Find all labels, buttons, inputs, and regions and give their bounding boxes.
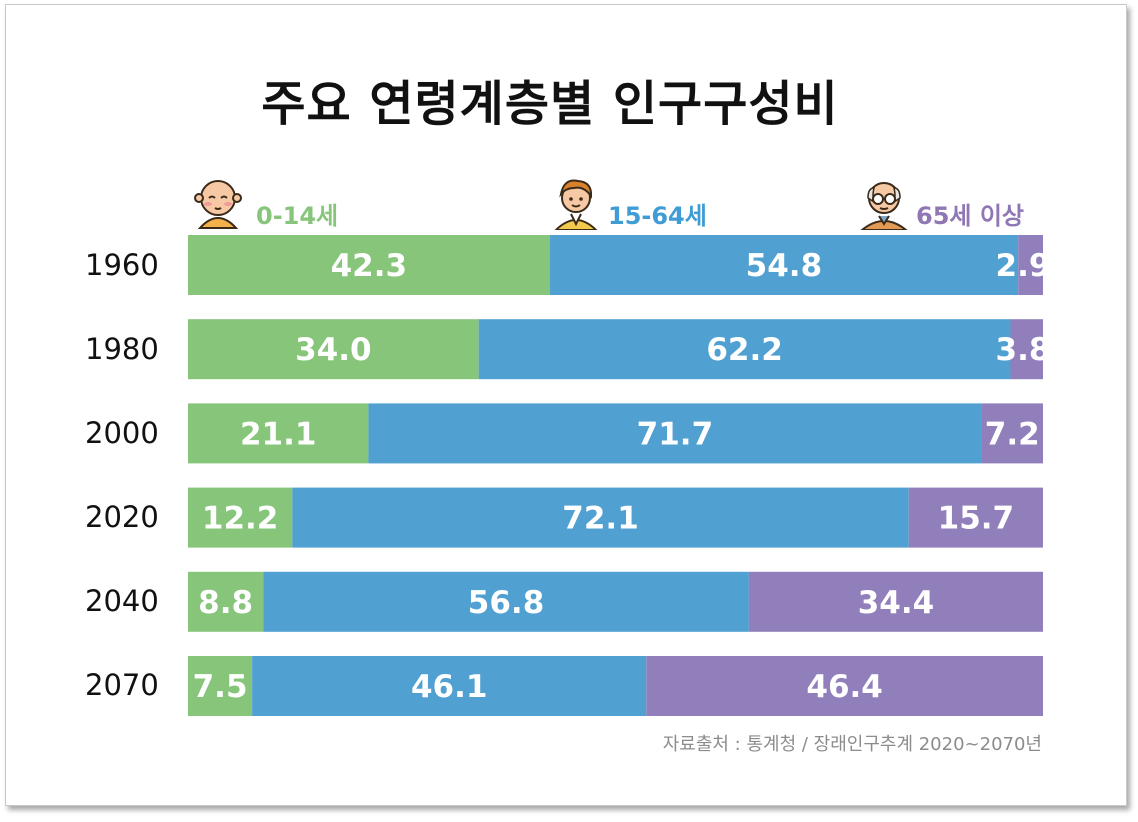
data-label: 72.1 (562, 501, 639, 537)
legend-label-65-plus: 65세 이상 (916, 202, 1024, 230)
bar-segment-0-14 (188, 235, 550, 295)
data-label: 46.1 (411, 669, 488, 705)
year-label: 2000 (85, 416, 159, 450)
data-label: 21.1 (240, 416, 317, 452)
data-label: 8.8 (198, 585, 253, 621)
year-label: 2040 (85, 584, 159, 618)
bar-segment-65-plus (1018, 235, 1043, 295)
legend-label-15-64: 15-64세 (608, 202, 707, 230)
bar-segment-65-plus (981, 403, 1043, 464)
data-label: 46.4 (806, 669, 883, 705)
data-label: 71.7 (637, 416, 714, 452)
data-label: 7.2 (985, 416, 1040, 452)
data-label: 3.8 (996, 332, 1051, 368)
year-label: 1980 (85, 332, 159, 366)
bar-segment-0-14 (188, 656, 253, 716)
adult-icon (554, 179, 598, 230)
data-label: 7.5 (193, 669, 248, 705)
elderly-icon (860, 182, 908, 230)
data-label: 62.2 (706, 332, 783, 368)
bar-segment-65-plus (748, 571, 1043, 632)
bar-segment-15-64 (292, 487, 909, 548)
year-label: 2020 (85, 500, 159, 534)
bar-segment-65-plus (1010, 319, 1043, 380)
bar-segment-65-plus (646, 656, 1043, 716)
bar-segment-15-64 (368, 403, 982, 464)
bar-segment-15-64 (263, 571, 749, 632)
bar-segment-0-14 (188, 403, 369, 464)
data-label: 15.7 (938, 501, 1015, 537)
bar-segment-0-14 (188, 487, 293, 548)
baby-icon (194, 180, 242, 229)
source-note: 자료출처 : 통계청 / 장래인구추계 2020~2070년 (662, 734, 1042, 755)
bar-segment-15-64 (478, 319, 1011, 380)
year-label: 2070 (85, 668, 159, 702)
chart-title: 주요 연령계층별 인구구성비 (261, 76, 839, 132)
data-label: 2.9 (996, 248, 1051, 284)
data-label: 42.3 (331, 248, 408, 284)
legend-label-0-14: 0-14세 (256, 202, 339, 230)
data-label: 54.8 (746, 248, 823, 284)
bar-segment-15-64 (252, 656, 647, 716)
bar-segment-15-64 (549, 235, 1019, 295)
data-label: 34.4 (858, 585, 935, 621)
bar-segment-65-plus (908, 487, 1043, 548)
data-label: 34.0 (295, 332, 372, 368)
year-label: 1960 (85, 248, 159, 282)
data-label: 56.8 (468, 585, 545, 621)
bar-segment-0-14 (188, 571, 264, 632)
data-label: 12.2 (202, 501, 279, 537)
bar-segment-0-14 (188, 319, 479, 380)
